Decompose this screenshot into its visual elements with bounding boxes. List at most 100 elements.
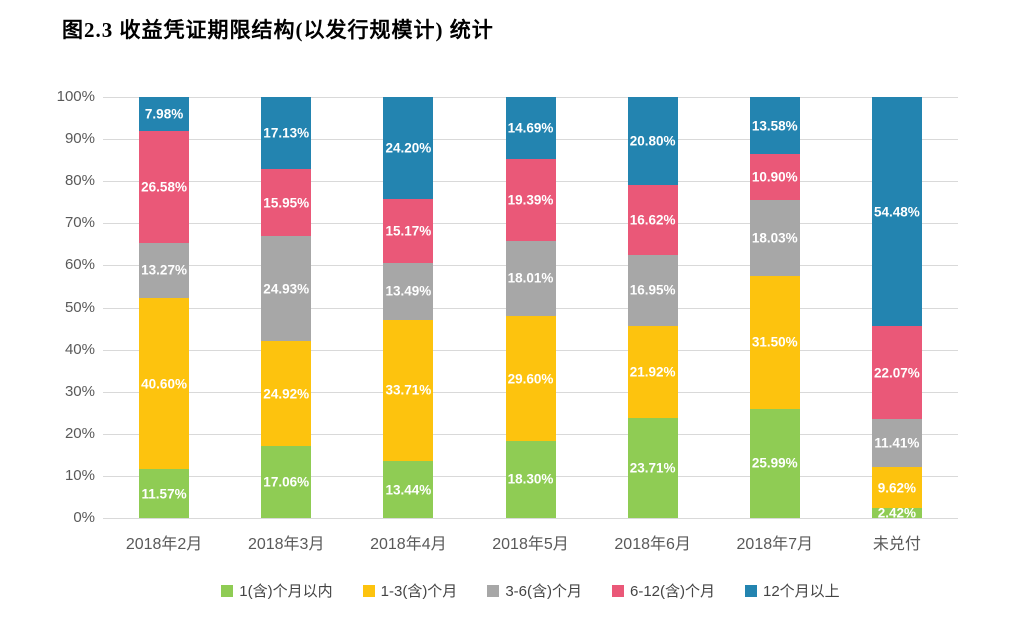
chart-title: 图2.3 收益凭证期限结构(以发行规模计) 统计 — [62, 18, 494, 42]
bar-segment: 25.99% — [749, 408, 800, 518]
data-label: 18.01% — [507, 270, 554, 286]
x-axis-category-label: 2018年3月 — [247, 536, 325, 553]
stacked-bar-6: 25.99% 31.50% 18.03% 10.90% 13.58% — [749, 97, 800, 518]
data-label: 10.90% — [751, 169, 798, 185]
bar-segment: 13.44% — [383, 461, 434, 518]
data-label: 14.69% — [507, 120, 554, 136]
x-axis-category-label: 2018年2月 — [125, 536, 203, 553]
stacked-bar-5: 23.71% 21.92% 16.95% 16.62% 20.80% — [627, 97, 678, 518]
y-axis-tick-label: 0% — [73, 509, 95, 526]
y-axis-tick-label: 90% — [64, 130, 95, 148]
legend-label: 1(含)个月以内 — [239, 583, 333, 600]
legend-swatch-icon — [221, 584, 234, 597]
stacked-bar-1: 11.57% 40.60% 13.27% 26.58% 7.98% — [139, 97, 190, 518]
bar-segment: 15.95% — [261, 169, 312, 237]
data-label: 11.57% — [141, 486, 187, 502]
bar-segment: 20.80% — [627, 97, 678, 185]
bar-segment: 31.50% — [749, 275, 800, 409]
bar-segment: 18.03% — [749, 200, 800, 276]
data-label: 24.93% — [263, 281, 310, 297]
x-axis-category-label: 2018年5月 — [492, 536, 569, 553]
data-label: 17.13% — [263, 125, 310, 141]
legend-item: 3-6(含)个月 — [487, 580, 582, 601]
data-label: 33.71% — [385, 382, 432, 398]
chart-legend: 1(含)个月以内 1-3(含)个月 3-6(含)个月 6-12(含)个月 12个月以上 — [103, 580, 958, 601]
data-label: 25.99% — [751, 455, 798, 471]
bar-segment: 10.90% — [749, 154, 800, 201]
bar-segment: 33.71% — [383, 319, 434, 462]
data-label: 15.17% — [385, 223, 432, 239]
data-label: 19.39% — [507, 192, 554, 208]
data-label: 23.71% — [629, 460, 676, 476]
bar-segment: 17.13% — [261, 97, 312, 170]
legend-label: 6-12(含)个月 — [629, 583, 715, 600]
data-label: 40.60% — [141, 376, 187, 392]
y-axis-tick-label: 50% — [64, 298, 95, 316]
bar-segment: 22.07% — [871, 326, 922, 420]
bar-segment: 40.60% — [139, 298, 190, 470]
data-label: 17.06% — [263, 474, 310, 490]
data-label: 7.98% — [144, 106, 184, 122]
bar-segment: 13.58% — [749, 97, 800, 155]
data-label: 9.62% — [877, 480, 917, 496]
stacked-bar-4: 18.30% 29.60% 18.01% 19.39% 14.69% — [505, 97, 556, 518]
x-axis-category-label: 2018年6月 — [614, 536, 691, 553]
bar-segment: 7.98% — [139, 97, 190, 131]
y-axis-tick-label: 20% — [64, 424, 95, 442]
x-axis-category-label: 2018年7月 — [736, 536, 814, 553]
bar-segment: 15.17% — [383, 198, 434, 263]
bar-segment: 16.95% — [627, 254, 678, 326]
bar-segment: 2.42% — [871, 505, 922, 520]
stacked-bar-3: 13.44% 33.71% 13.49% 15.17% 24.20% — [383, 96, 434, 518]
data-label: 18.03% — [751, 230, 798, 246]
bar-segment: 13.49% — [383, 262, 434, 320]
legend-swatch-icon — [745, 584, 757, 597]
bar-segment: 11.57% — [139, 469, 190, 518]
data-label: 21.92% — [629, 364, 676, 380]
bar-segment: 26.58% — [139, 130, 190, 243]
legend-label: 3-6(含)个月 — [505, 583, 582, 600]
legend-item: 1(含)个月以内 — [221, 580, 333, 601]
legend-item: 6-12(含)个月 — [611, 580, 715, 601]
bar-segment: 54.48% — [871, 97, 922, 327]
y-axis-tick-label: 80% — [64, 172, 95, 190]
data-label: 13.44% — [385, 482, 432, 498]
legend-swatch-icon — [487, 584, 500, 597]
legend-item: 12个月以上 — [745, 580, 840, 601]
bar-segment: 11.41% — [871, 419, 922, 468]
plot-area: 11.57% 40.60% 13.27% 26.58% 7.98% 17.06% 24.92… — [103, 96, 958, 520]
bar-segment: 13.27% — [139, 242, 190, 299]
bar-segment: 18.01% — [505, 240, 556, 317]
data-label: 18.30% — [507, 471, 554, 487]
bar-segment: 19.39% — [505, 158, 556, 241]
bar-segment: 21.92% — [627, 325, 678, 419]
bar-segment: 14.69% — [505, 97, 556, 159]
bar-segment: 23.71% — [627, 418, 678, 518]
stacked-bar-2: 17.06% 24.92% 24.93% 15.95% 17.13% — [261, 97, 312, 518]
stacked-bar-7: 2.42% 9.62% 11.41% 22.07% 54.48% — [871, 97, 922, 520]
y-axis-tick-label: 40% — [64, 340, 95, 358]
data-label: 29.60% — [507, 371, 554, 387]
data-label: 31.50% — [751, 334, 798, 350]
data-label: 20.80% — [629, 133, 676, 149]
data-label: 16.62% — [629, 212, 676, 228]
data-label: 26.58% — [141, 179, 187, 195]
bar-segment: 24.93% — [261, 236, 312, 342]
bar-segment: 29.60% — [505, 316, 556, 441]
data-label: 13.58% — [751, 118, 798, 134]
y-axis-tick-label: 30% — [64, 382, 95, 400]
bar-segment: 17.06% — [261, 446, 312, 518]
data-label: 54.48% — [874, 204, 920, 220]
data-label: 24.92% — [263, 386, 310, 402]
data-label: 15.95% — [263, 195, 310, 211]
y-axis-tick-label: 70% — [64, 214, 95, 232]
bar-segment: 24.92% — [261, 341, 312, 447]
data-label: 13.27% — [141, 262, 187, 278]
legend-swatch-icon — [611, 584, 624, 597]
data-label: 24.20% — [385, 140, 432, 156]
data-label: 11.41% — [874, 435, 920, 451]
y-axis-tick-label: 10% — [64, 466, 95, 484]
bar-segment: 9.62% — [871, 467, 922, 508]
y-axis-tick-label: 60% — [64, 256, 95, 274]
